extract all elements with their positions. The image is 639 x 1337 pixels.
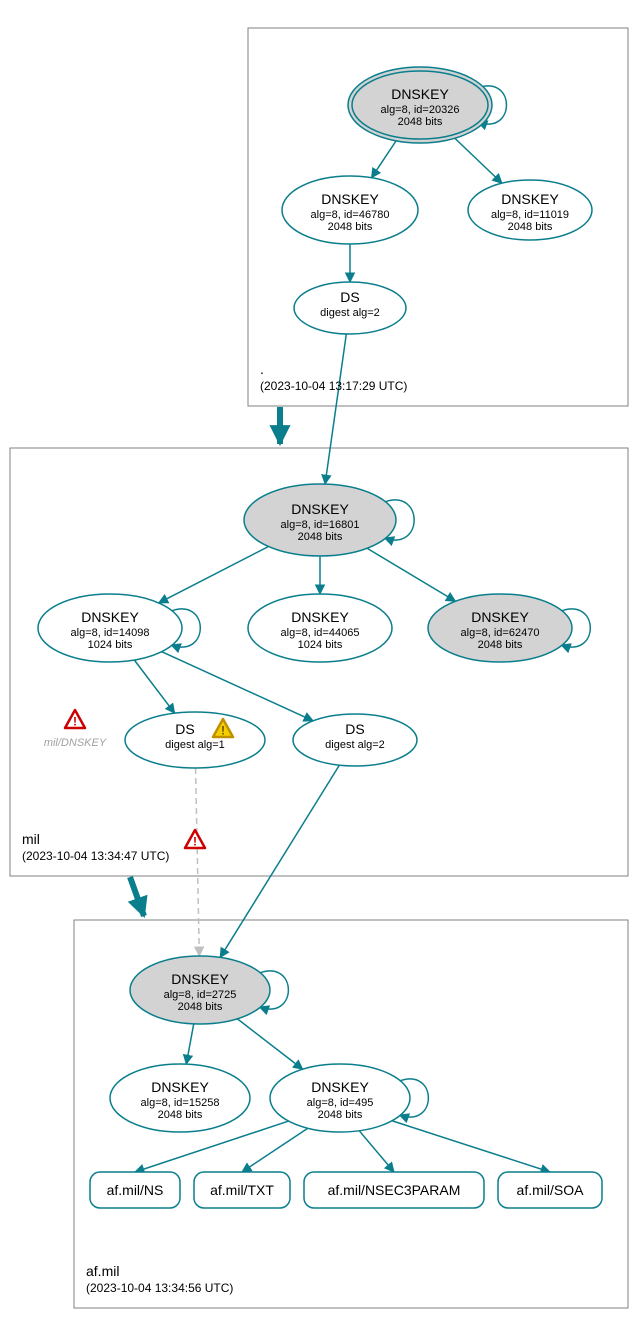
- svg-text:af.mil/NS: af.mil/NS: [107, 1182, 164, 1198]
- edge-mil_k1-mil_ds1: [134, 660, 174, 713]
- svg-text:DNSKEY: DNSKEY: [291, 609, 349, 625]
- svg-text:!: !: [73, 715, 77, 729]
- node-af_n3p: af.mil/NSEC3PARAM: [304, 1172, 484, 1208]
- node-af_ksk: DNSKEY alg=8, id=27252048 bits: [130, 956, 270, 1024]
- warn-label: mil/DNSKEY: [44, 737, 107, 749]
- svg-text:2048 bits: 2048 bits: [318, 1109, 363, 1121]
- svg-text:DS: DS: [345, 721, 364, 737]
- edge-root_ds-mil_ksk: [325, 334, 346, 484]
- svg-text:DNSKEY: DNSKEY: [471, 609, 529, 625]
- svg-text:DS: DS: [340, 289, 359, 305]
- warn-red-icon: !: [65, 710, 85, 729]
- svg-text:1024 bits: 1024 bits: [298, 639, 343, 651]
- svg-text:alg=8, id=20326: alg=8, id=20326: [381, 104, 460, 116]
- svg-text:af.mil/NSEC3PARAM: af.mil/NSEC3PARAM: [328, 1182, 461, 1198]
- edge-af_k2-af_soa: [392, 1121, 550, 1172]
- zone-date-mil: (2023-10-04 13:34:47 UTC): [22, 849, 169, 863]
- svg-text:2048 bits: 2048 bits: [328, 221, 373, 233]
- edge-mil_ds1-af_ksk: [196, 768, 200, 956]
- svg-text:DNSKEY: DNSKEY: [321, 191, 379, 207]
- node-af_k1: DNSKEY alg=8, id=152582048 bits: [110, 1064, 250, 1132]
- svg-text:DNSKEY: DNSKEY: [151, 1079, 209, 1095]
- svg-text:alg=8, id=495: alg=8, id=495: [307, 1097, 374, 1109]
- node-mil_ksk: DNSKEY alg=8, id=168012048 bits: [244, 484, 396, 556]
- svg-text:1024 bits: 1024 bits: [88, 639, 133, 651]
- svg-text:2048 bits: 2048 bits: [178, 1001, 223, 1013]
- edge-mil_ds2-af_ksk: [220, 765, 339, 957]
- node-af_k2: DNSKEY alg=8, id=4952048 bits: [270, 1064, 410, 1132]
- zone-label-mil: mil: [22, 831, 40, 847]
- svg-text:alg=8, id=44065: alg=8, id=44065: [281, 627, 360, 639]
- svg-text:2048 bits: 2048 bits: [508, 221, 553, 233]
- edge-af_ksk-af_k1: [186, 1024, 193, 1064]
- edge-root_ksk-root_zsk1: [372, 137, 399, 177]
- svg-text:DNSKEY: DNSKEY: [391, 86, 449, 102]
- svg-text:alg=8, id=15258: alg=8, id=15258: [141, 1097, 220, 1109]
- warn-red-icon: !: [185, 830, 205, 849]
- svg-text:alg=8, id=16801: alg=8, id=16801: [281, 519, 360, 531]
- svg-text:digest alg=2: digest alg=2: [320, 307, 380, 319]
- zone-date-root: (2023-10-04 13:17:29 UTC): [260, 379, 407, 393]
- node-mil_k1: DNSKEY alg=8, id=140981024 bits: [38, 594, 182, 662]
- svg-text:alg=8, id=14098: alg=8, id=14098: [71, 627, 150, 639]
- node-af_txt: af.mil/TXT: [194, 1172, 290, 1208]
- svg-text:DNSKEY: DNSKEY: [81, 609, 139, 625]
- svg-text:2048 bits: 2048 bits: [478, 639, 523, 651]
- svg-text:DS: DS: [175, 721, 194, 737]
- svg-text:alg=8, id=2725: alg=8, id=2725: [164, 989, 237, 1001]
- edge-af_ksk-af_k2: [237, 1019, 302, 1069]
- svg-text:af.mil/SOA: af.mil/SOA: [517, 1182, 585, 1198]
- svg-text:DNSKEY: DNSKEY: [311, 1079, 369, 1095]
- svg-text:af.mil/TXT: af.mil/TXT: [210, 1182, 274, 1198]
- svg-text:alg=8, id=11019: alg=8, id=11019: [491, 209, 569, 221]
- node-mil_k3: DNSKEY alg=8, id=624702048 bits: [428, 594, 572, 662]
- node-root_ksk: DNSKEY alg=8, id=203262048 bits: [348, 67, 492, 143]
- node-root_ds: DS digest alg=2: [294, 282, 406, 334]
- svg-text:DNSKEY: DNSKEY: [501, 191, 559, 207]
- node-af_ns: af.mil/NS: [90, 1172, 180, 1208]
- edge-af_k2-af_txt: [242, 1128, 308, 1172]
- node-root_zsk1: DNSKEY alg=8, id=467802048 bits: [282, 176, 418, 244]
- node-root_zsk2: DNSKEY alg=8, id=110192048 bits: [468, 180, 592, 240]
- edge-mil_ksk-mil_k1: [159, 546, 269, 602]
- svg-text:2048 bits: 2048 bits: [298, 531, 343, 543]
- zone-label-afmil: af.mil: [86, 1263, 119, 1279]
- zone-date-afmil: (2023-10-04 13:34:56 UTC): [86, 1281, 233, 1295]
- svg-text:!: !: [193, 835, 197, 849]
- edge-root_ksk-root_zsk2: [452, 135, 502, 183]
- svg-text:2048 bits: 2048 bits: [158, 1109, 203, 1121]
- edge-af_k2-af_n3p: [359, 1131, 394, 1172]
- svg-text:!: !: [221, 724, 225, 738]
- edge-mil_ksk-mil_k3: [367, 548, 455, 601]
- node-mil_ds2: DS digest alg=2: [293, 714, 417, 766]
- edge-mil_k1-mil_ds2: [162, 652, 313, 721]
- svg-text:DNSKEY: DNSKEY: [171, 971, 229, 987]
- node-mil_k2: DNSKEY alg=8, id=440651024 bits: [248, 594, 392, 662]
- svg-text:alg=8, id=46780: alg=8, id=46780: [311, 209, 390, 221]
- delegation-arrow: [130, 877, 144, 916]
- svg-text:digest alg=1: digest alg=1: [165, 739, 225, 751]
- svg-text:alg=8, id=62470: alg=8, id=62470: [461, 627, 540, 639]
- svg-text:2048 bits: 2048 bits: [398, 116, 443, 128]
- zone-label-root: .: [260, 361, 264, 377]
- node-mil_ds1: DS digest alg=1: [125, 712, 265, 768]
- svg-text:digest alg=2: digest alg=2: [325, 739, 385, 751]
- svg-text:DNSKEY: DNSKEY: [291, 501, 349, 517]
- node-af_soa: af.mil/SOA: [498, 1172, 602, 1208]
